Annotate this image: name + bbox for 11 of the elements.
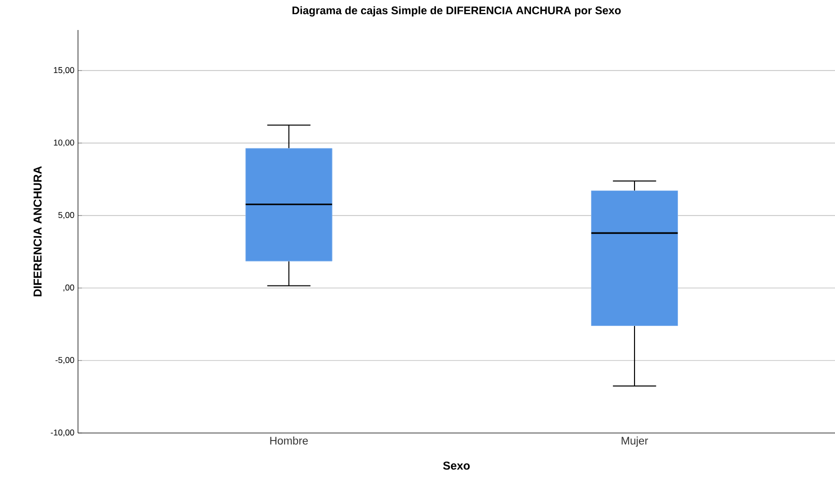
y-tick-label: ,00 [63,284,74,292]
y-tick-label: -5,00 [56,357,74,364]
y-axis-title: DIFERENCIA ANCHURA [34,166,42,296]
y-tick-label: 15,00 [54,67,74,74]
x-axis-title: Sexo [443,462,470,470]
x-tick-label: Hombre [270,436,308,445]
chart-title: Diagrama de cajas Simple de DIFERENCIA ANCHURA por Sexo [292,6,621,16]
y-tick-label: 10,00 [54,140,74,147]
x-tick-label: Mujer [622,436,648,447]
y-tick-label: -10,00 [50,430,74,436]
y-tick-label: 5,00 [58,212,74,220]
